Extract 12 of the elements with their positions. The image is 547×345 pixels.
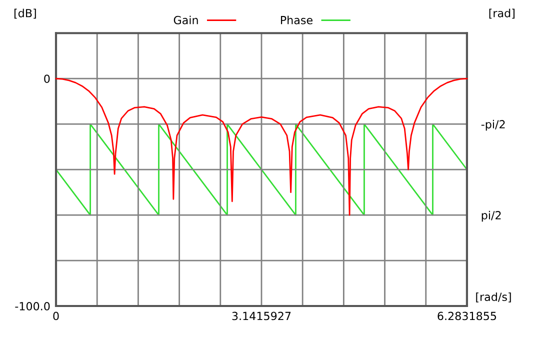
x-tick-label: 3.1415927 xyxy=(232,312,291,320)
y2-tick-label: -pi/2 xyxy=(481,120,505,131)
legend-label: Gain xyxy=(174,16,198,24)
legend-label: Phase xyxy=(280,16,312,24)
y2-tick-label: pi/2 xyxy=(482,210,501,222)
line-series xyxy=(55,78,468,216)
y2-axis-title: [rad] xyxy=(489,8,514,19)
x-tick-label: 6.2831855 xyxy=(438,312,496,320)
y-tick-label: -100.0 xyxy=(15,302,50,310)
x-axis-title: [rad/s] xyxy=(476,292,511,302)
x-tick-label: 0 xyxy=(53,312,59,320)
y-axis-title: [dB] xyxy=(14,8,36,19)
